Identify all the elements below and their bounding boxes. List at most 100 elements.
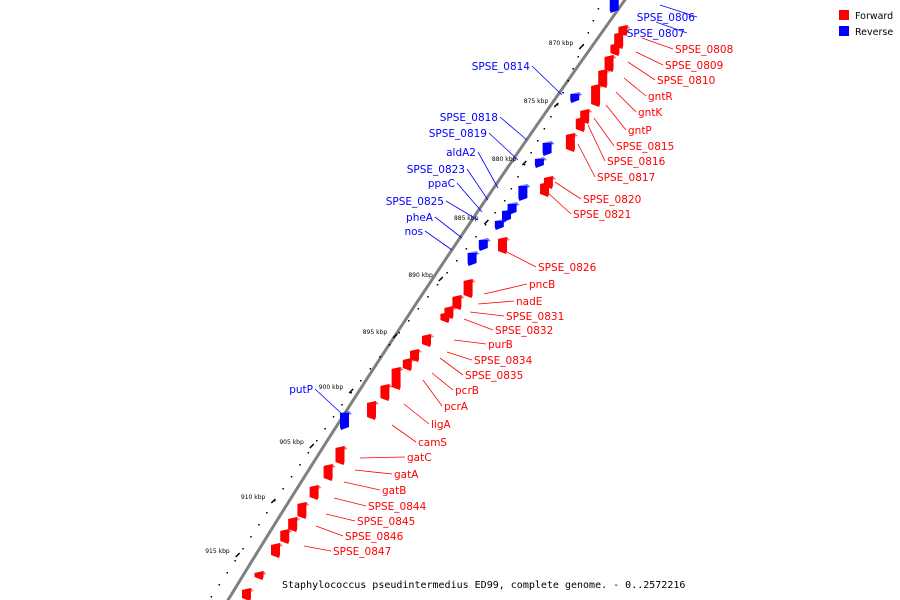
reverse-gene-arrow <box>502 211 511 222</box>
gene-label: SPSE_0806 <box>637 12 696 24</box>
tick-label: 885 kbp <box>454 215 479 222</box>
gene-label: putP <box>289 384 313 396</box>
gene-label: SPSE_0810 <box>657 75 715 87</box>
gene-label: SPSE_0820 <box>583 194 641 206</box>
leader-line <box>439 357 464 376</box>
tick-dot <box>597 8 600 10</box>
gene-label: gatA <box>394 469 419 481</box>
gene-arrow-shade <box>591 84 604 89</box>
gene-labels: SPSE_0806 SPSE_0807 SPSE_0808 SPSE_0809 SPSE… <box>289 12 733 558</box>
gene-label: nos <box>404 226 423 238</box>
tick-dot <box>510 188 513 190</box>
gene-arrow-shade <box>478 238 491 243</box>
gene-arrow-shade <box>467 251 480 256</box>
gene-arrow-shade <box>518 184 531 189</box>
gene-label: SPSE_0823 <box>407 164 465 176</box>
tick-dot <box>446 272 448 274</box>
forward-gene-arrow <box>463 279 473 298</box>
gene-arrow-shade <box>254 571 267 576</box>
tick-dot <box>427 296 429 298</box>
tick-dot <box>234 560 236 562</box>
gene-arrow-shade <box>288 517 301 522</box>
gene-arrows <box>241 0 631 600</box>
tick-dot <box>475 236 477 238</box>
tick-label: 880 kbp <box>492 156 517 163</box>
gene-arrow-shade <box>610 43 623 48</box>
tick-dot <box>360 380 362 382</box>
legend-swatch-forward <box>839 10 849 20</box>
gene-label: SPSE_0807 <box>627 28 685 40</box>
leader-line <box>635 51 664 66</box>
gene-label: pheA <box>406 212 434 224</box>
gene-arrow-shade <box>570 92 583 97</box>
leader-line <box>605 104 627 131</box>
gene-arrow-shade <box>444 306 457 311</box>
leader-line <box>469 311 505 317</box>
tick-dot <box>398 332 400 334</box>
tick-dot <box>530 152 532 154</box>
gene-label: SPSE_0821 <box>573 209 631 221</box>
minor-tick-dots <box>210 8 600 598</box>
leader-line <box>463 318 494 331</box>
tick-dot <box>562 92 564 94</box>
leader-line <box>477 151 499 189</box>
tick-label: 910 kbp <box>241 494 266 501</box>
leader-line <box>623 77 647 97</box>
gene-label: gatB <box>382 485 406 497</box>
leader-line <box>325 513 356 522</box>
gene-arrow-shade <box>402 358 415 363</box>
leader-line <box>343 481 381 491</box>
gene-label: gntR <box>648 91 673 103</box>
tick-dot <box>307 452 310 454</box>
gene-label: SPSE_0831 <box>506 311 564 323</box>
leader-line <box>466 168 489 201</box>
tick-label: 905 kbp <box>279 439 304 446</box>
forward-gene-arrow <box>565 133 575 152</box>
leader-line <box>315 525 344 537</box>
gene-arrow-shade <box>463 279 476 284</box>
leader-line <box>545 190 572 215</box>
leader-line <box>554 181 582 200</box>
gene-label: aldA2 <box>446 147 476 159</box>
gene-label: SPSE_0835 <box>465 370 523 382</box>
leader-line <box>453 339 487 345</box>
tick-dot <box>465 248 468 250</box>
gene-label: SPSE_0825 <box>386 196 444 208</box>
reverse-gene-arrow <box>478 240 488 251</box>
gene-arrow-shade <box>323 464 336 469</box>
gene-arrow-shade <box>440 312 453 317</box>
leader-line <box>577 143 596 178</box>
gene-arrow-shade <box>618 25 631 30</box>
label-leader-lines <box>303 4 698 552</box>
tick-mark <box>270 498 276 504</box>
gene-label: SPSE_0834 <box>474 355 533 367</box>
gene-arrow-shade <box>542 141 555 146</box>
gene-arrow-shade <box>580 109 593 114</box>
tick-dot <box>543 128 546 130</box>
tick-dot <box>388 344 391 346</box>
tick-mark <box>438 276 444 282</box>
gene-label: SPSE_0816 <box>607 156 666 168</box>
leader-line <box>587 124 606 162</box>
tick-dot <box>572 68 574 70</box>
leader-line <box>333 497 367 507</box>
gene-arrow-shade <box>297 502 310 507</box>
leader-line <box>531 65 563 96</box>
tick-dot <box>332 416 335 418</box>
gene-arrow-shade <box>575 117 588 122</box>
gene-arrow-shade <box>340 411 352 416</box>
tick-dot <box>350 392 352 394</box>
gene-arrow-shade <box>410 349 422 354</box>
gene-arrow-shade <box>540 182 553 187</box>
tick-dot <box>369 368 372 370</box>
leader-line <box>456 182 483 213</box>
tick-dot <box>592 20 595 22</box>
reverse-gene-arrow <box>340 413 349 430</box>
tick-dot <box>282 488 284 490</box>
tick-dot <box>494 212 496 214</box>
leader-line <box>434 216 463 239</box>
gene-label: SPSE_0819 <box>429 128 487 140</box>
reverse-gene-arrow <box>542 143 552 156</box>
gene-label: pcrA <box>444 401 469 413</box>
leader-line <box>615 91 637 113</box>
